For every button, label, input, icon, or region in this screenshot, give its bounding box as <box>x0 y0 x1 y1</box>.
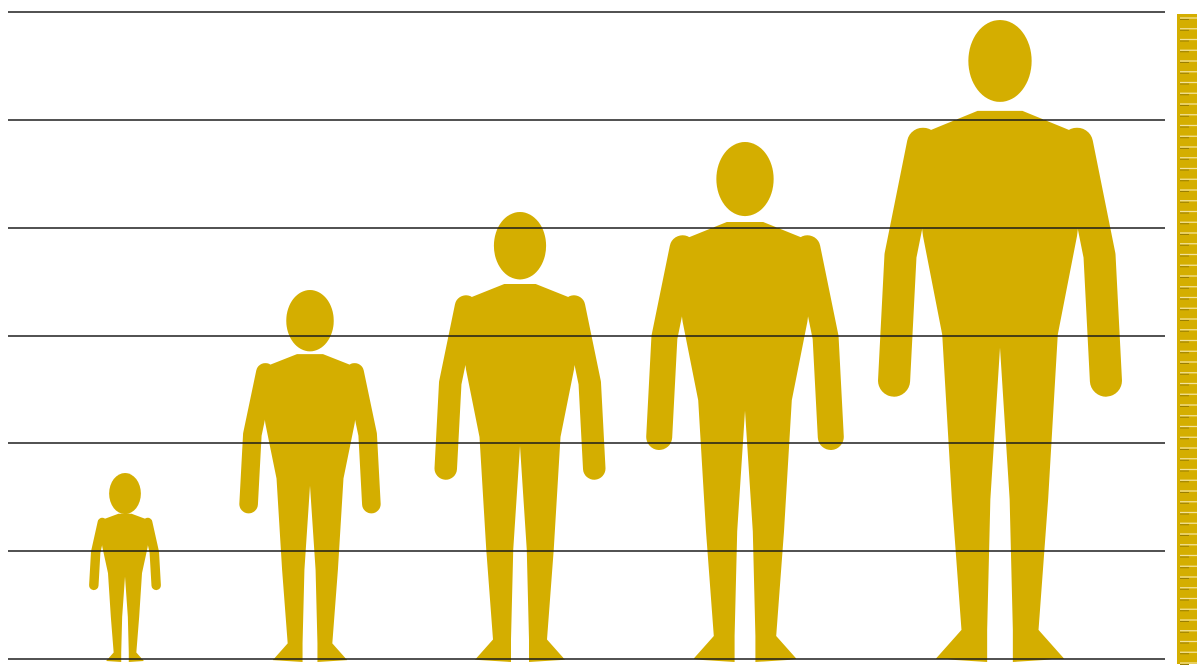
head <box>286 290 334 352</box>
person <box>646 142 844 662</box>
body <box>913 110 1087 662</box>
arm <box>142 517 161 591</box>
arm <box>89 517 108 591</box>
ruler <box>1177 14 1197 665</box>
person <box>434 212 606 662</box>
body <box>259 354 361 662</box>
body <box>459 284 581 662</box>
arm <box>878 127 940 397</box>
arm <box>646 235 696 450</box>
arm <box>434 295 478 480</box>
head <box>968 20 1032 102</box>
body <box>674 221 816 662</box>
head <box>493 212 547 280</box>
person <box>878 20 1122 662</box>
arm <box>345 363 381 514</box>
arm <box>1060 127 1122 397</box>
height-lines <box>8 11 1165 660</box>
arm <box>239 363 275 514</box>
head <box>716 142 774 217</box>
arm <box>562 295 606 480</box>
arm <box>794 235 844 450</box>
head <box>109 473 141 515</box>
person <box>239 290 381 662</box>
